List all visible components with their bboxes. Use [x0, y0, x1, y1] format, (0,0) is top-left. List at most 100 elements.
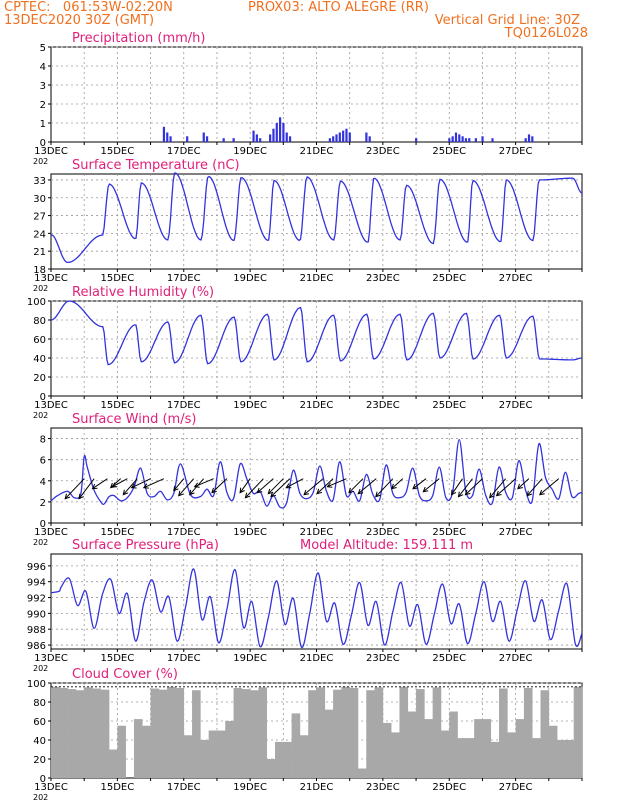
cloud-bar [109, 749, 118, 778]
x-tick-label: 13DEC [34, 273, 68, 284]
precip-bar [278, 117, 282, 142]
wind-arrow [211, 478, 228, 494]
wind-arrow [303, 478, 324, 496]
wind-arrow [451, 478, 463, 495]
wind-arrow [539, 478, 560, 496]
cloud-bar [465, 738, 475, 778]
cloud-bar [523, 687, 533, 778]
x-tick-label: 15DEC [101, 782, 135, 793]
cloud-bar [449, 711, 458, 778]
y-tick-label: 2 [40, 100, 46, 111]
y-tick-label: 21 [33, 247, 46, 258]
x-tick-label: 21DEC [300, 146, 334, 157]
wind-arrow-head [285, 483, 292, 489]
x-tick-label: 19DEC [233, 400, 267, 411]
y-tick-label: 40 [33, 736, 46, 747]
y-tick-label: 100 [27, 297, 46, 308]
y-tick-label: 6 [40, 456, 46, 467]
x-tick-label: 13DEC [34, 653, 68, 664]
precip-bar [531, 136, 534, 142]
precip-bar [282, 123, 285, 142]
precip-bar [335, 134, 338, 142]
y-tick-label: 994 [27, 578, 46, 589]
cloud-bar [532, 738, 541, 778]
header-model-id: TQ0126L028 [504, 26, 588, 41]
y-tick-label: 30 [33, 194, 46, 205]
x-tick-label: 25DEC [432, 273, 466, 284]
wind-arrow-head [193, 482, 200, 488]
precip-bar [166, 132, 169, 142]
wind-arrow [422, 478, 440, 493]
precip-bar [451, 136, 454, 142]
wind-speed-line [50, 438, 583, 509]
x-tick-label: 23DEC [366, 653, 400, 664]
cloud-bar [250, 690, 259, 778]
wind-arrow [92, 478, 108, 490]
wind-arrow [267, 478, 284, 495]
wind-arrow [122, 478, 138, 495]
y-tick-label: 2 [40, 498, 46, 509]
cloud-bar [573, 686, 583, 778]
x-tick-label: 25DEC [432, 653, 466, 664]
x-tick-label: 21DEC [300, 400, 334, 411]
wind-arrow [64, 478, 85, 500]
precip-bar [474, 138, 477, 142]
wind-arrow [357, 478, 377, 495]
panel-title: Surface Temperature (nC) [72, 158, 240, 173]
wind-arrow [391, 478, 404, 490]
x-tick-label: 23DEC [366, 273, 400, 284]
cloud-bar [474, 719, 483, 778]
x-tick-label: 25DEC [432, 400, 466, 411]
cloud-bar [482, 719, 492, 778]
wind-arrow [316, 478, 334, 495]
wind-arrow [489, 478, 507, 498]
cloud-bar [275, 741, 284, 778]
cloud-bar [324, 709, 334, 778]
cloud-bar [158, 689, 168, 778]
y-tick-label: 4 [40, 477, 46, 488]
panel-temp: 18 21 24 27 30 33 13DEC 15DEC 17DEC 19DEC 21DEC 23D… [33, 158, 583, 293]
panel-wind: 0 2 4 6 8 13DEC 15DEC 17DEC 19DEC 21DEC 23DEC 25DEC… [33, 412, 583, 547]
cloud-bar [233, 687, 243, 778]
cloud-bar [241, 689, 251, 778]
wind-arrow [517, 478, 530, 490]
x-tick-label: 23DEC [366, 782, 400, 793]
x-tick-label: 21DEC [300, 653, 334, 664]
panel-pressure: 986 988 990 992 994 996 13DEC 15DEC 17DEC 19DEC 21… [27, 538, 583, 673]
wind-arrow [245, 478, 264, 499]
wind-arrow [270, 478, 291, 498]
x-tick-label: 25DEC [432, 527, 466, 538]
precip-bar [345, 128, 348, 142]
cloud-bar [349, 687, 359, 778]
cloud-bar [208, 730, 218, 778]
wind-arrow-head [211, 487, 217, 494]
x-year-fragment: 202 [33, 157, 48, 166]
cloud-bar [142, 725, 151, 778]
wind-arrow [143, 478, 165, 489]
cloud-bar [167, 686, 176, 778]
precip-bar [468, 138, 471, 142]
precip-bar [255, 134, 258, 142]
precip-bar [332, 136, 335, 142]
precip-bar [259, 138, 262, 142]
cloud-bar [51, 686, 60, 778]
wind-arrow [458, 478, 473, 497]
cloud-bar [341, 686, 350, 778]
y-tick-label: 60 [33, 717, 46, 728]
precip-bar [186, 136, 189, 142]
x-tick-label: 23DEC [366, 400, 400, 411]
precip-bar [232, 138, 235, 142]
cloud-bar [291, 713, 301, 778]
cloud-bar [192, 690, 201, 778]
x-tick-label: 21DEC [300, 527, 334, 538]
panel-annotation: Model Altitude: 159.111 m [300, 538, 473, 553]
wind-arrow [465, 478, 483, 496]
wind-arrow-head [189, 489, 195, 496]
precip-bar [342, 130, 345, 142]
cloud-bar [308, 690, 317, 778]
y-tick-label: 0 [40, 392, 46, 403]
precip-bar [162, 126, 166, 142]
precip-bar [252, 130, 255, 142]
wind-arrow-head [78, 493, 84, 500]
temp-line [50, 172, 583, 264]
